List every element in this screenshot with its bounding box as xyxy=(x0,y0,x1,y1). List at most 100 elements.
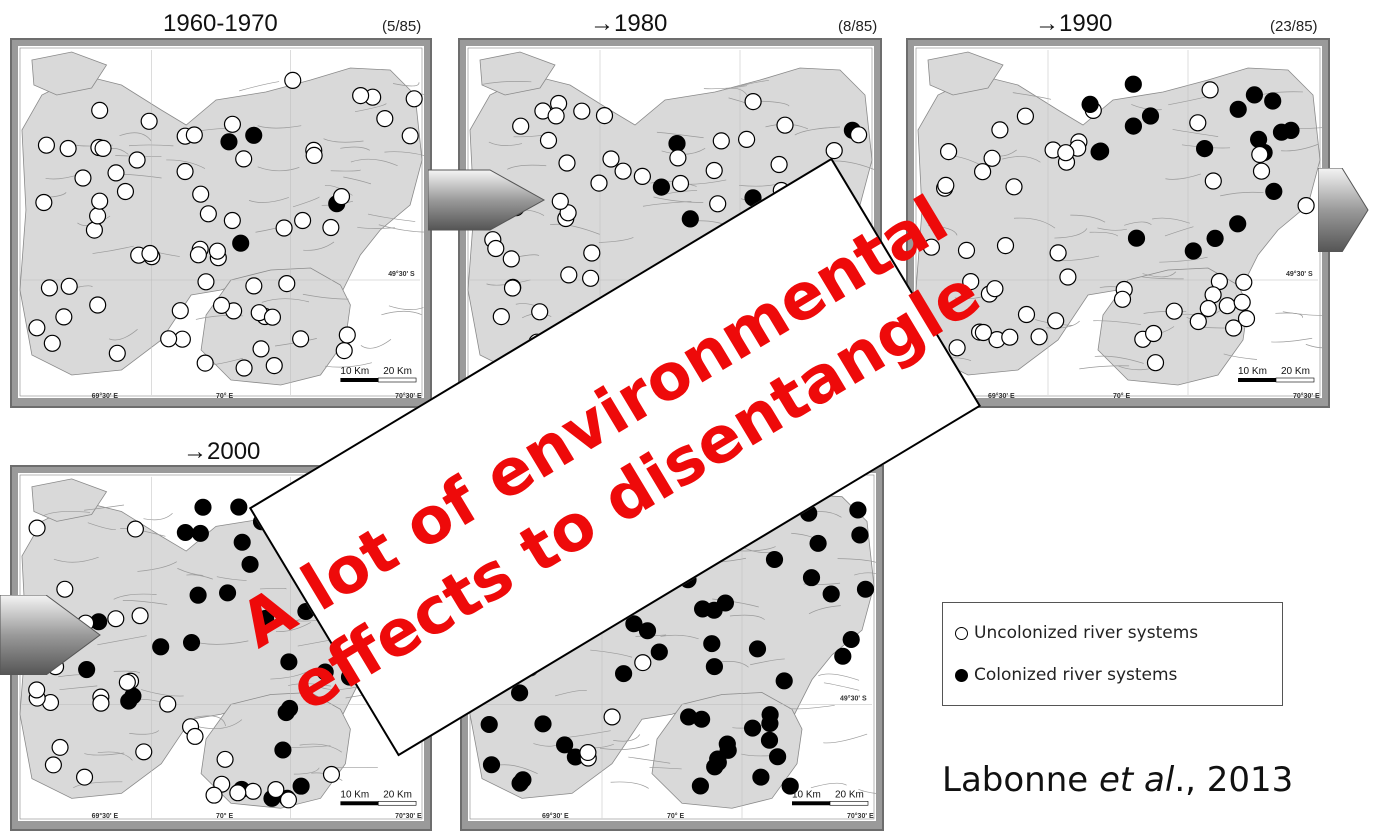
uncolonized-river-marker xyxy=(186,727,204,745)
uncolonized-river-marker xyxy=(603,708,621,726)
uncolonized-river-marker xyxy=(199,205,217,223)
svg-text:49°30' S: 49°30' S xyxy=(840,694,867,702)
uncolonized-river-marker xyxy=(89,207,107,225)
uncolonized-river-marker xyxy=(176,162,194,181)
uncolonized-river-marker xyxy=(502,250,520,268)
legend-label: Colonized river systems xyxy=(974,665,1178,685)
uncolonized-river-marker xyxy=(141,244,159,263)
uncolonized-river-marker xyxy=(37,136,55,154)
uncolonized-river-marker xyxy=(1165,302,1183,320)
colonized-river-marker xyxy=(834,647,852,665)
uncolonized-river-marker xyxy=(135,743,153,761)
uncolonized-river-marker xyxy=(503,279,522,297)
uncolonized-river-marker xyxy=(986,280,1004,298)
uncolonized-river-marker xyxy=(223,115,242,133)
uncolonized-river-marker xyxy=(43,334,61,352)
colonized-river-marker xyxy=(182,634,201,652)
uncolonized-river-marker xyxy=(558,154,576,172)
uncolonized-river-marker xyxy=(1059,268,1077,286)
svg-text:10 Km: 10 Km xyxy=(340,366,369,377)
uncolonized-river-marker xyxy=(1251,145,1269,164)
uncolonized-river-marker xyxy=(825,141,843,160)
panel-title: →1980 xyxy=(590,10,668,37)
uncolonized-river-marker xyxy=(56,580,74,598)
colonized-river-marker xyxy=(809,534,827,552)
colonized-river-marker xyxy=(1229,215,1247,233)
uncolonized-river-marker xyxy=(107,610,125,628)
colonized-river-marker xyxy=(625,615,643,633)
panel-title: →1990 xyxy=(1035,10,1113,37)
uncolonized-river-marker xyxy=(1218,297,1236,315)
colonized-river-marker xyxy=(1206,229,1224,247)
colonized-river-marker xyxy=(191,524,209,542)
uncolonized-river-marker xyxy=(235,359,253,377)
arrow-right-icon xyxy=(428,169,546,231)
uncolonized-river-marker xyxy=(957,241,976,259)
colonized-river-marker xyxy=(233,533,251,551)
uncolonized-river-marker xyxy=(118,673,136,691)
colonized-river-marker xyxy=(1250,130,1268,149)
uncolonized-river-marker xyxy=(89,296,107,314)
colonized-river-marker xyxy=(706,758,724,776)
colonized-river-marker xyxy=(760,731,779,749)
uncolonized-river-marker xyxy=(1049,244,1067,262)
uncolonized-river-marker xyxy=(633,167,651,185)
colonized-river-marker xyxy=(765,550,784,568)
uncolonized-river-marker xyxy=(223,211,241,230)
uncolonized-river-marker xyxy=(91,101,109,120)
colonized-river-marker xyxy=(744,719,762,737)
colonized-river-marker xyxy=(482,756,501,774)
uncolonized-river-marker xyxy=(405,90,423,108)
uncolonized-river-marker xyxy=(245,277,263,295)
uncolonized-river-marker xyxy=(1189,312,1207,331)
uncolonized-river-marker xyxy=(74,169,92,187)
uncolonized-river-marker xyxy=(171,302,189,320)
uncolonized-river-marker xyxy=(582,269,600,287)
uncolonized-river-marker xyxy=(235,150,253,168)
uncolonized-river-marker xyxy=(776,116,794,134)
svg-text:69°30' E: 69°30' E xyxy=(542,812,569,820)
colonized-river-marker xyxy=(681,210,699,228)
svg-text:69°30' E: 69°30' E xyxy=(92,812,119,820)
svg-text:69°30' E: 69°30' E xyxy=(988,392,1015,400)
uncolonized-river-marker xyxy=(1233,293,1251,311)
filled-circle-icon xyxy=(955,668,968,682)
uncolonized-river-marker xyxy=(252,340,270,358)
colonized-river-marker xyxy=(241,555,259,573)
panel-count: (5/85) xyxy=(382,18,422,35)
uncolonized-river-marker xyxy=(59,139,77,158)
uncolonized-river-marker xyxy=(579,744,597,762)
colonized-river-marker xyxy=(220,133,238,151)
uncolonized-river-marker xyxy=(55,308,73,326)
uncolonized-river-marker xyxy=(1146,354,1165,372)
uncolonized-river-marker xyxy=(744,92,762,111)
uncolonized-river-marker xyxy=(551,192,569,210)
svg-text:10 Km: 10 Km xyxy=(1238,366,1267,377)
uncolonized-river-marker xyxy=(75,768,94,786)
uncolonized-river-marker xyxy=(28,319,46,337)
uncolonized-river-marker xyxy=(275,219,293,237)
colonized-river-marker xyxy=(650,643,668,661)
panel-title: →2000 xyxy=(183,438,261,465)
uncolonized-river-marker xyxy=(352,86,370,105)
uncolonized-river-marker xyxy=(671,174,690,193)
uncolonized-river-marker xyxy=(322,765,341,783)
colonized-river-marker xyxy=(705,601,723,619)
colonized-river-marker xyxy=(842,630,860,648)
colonized-river-marker xyxy=(1264,92,1282,110)
colonized-river-marker xyxy=(274,741,292,759)
colonized-river-marker xyxy=(189,586,207,604)
uncolonized-river-marker xyxy=(128,151,146,169)
uncolonized-river-marker xyxy=(1201,81,1219,99)
uncolonized-river-marker xyxy=(60,277,78,295)
uncolonized-river-marker xyxy=(492,308,510,326)
colonized-river-marker xyxy=(769,748,787,766)
uncolonized-river-marker xyxy=(305,146,323,165)
uncolonized-river-marker xyxy=(583,244,601,262)
colonized-river-marker xyxy=(668,134,686,153)
svg-text:20 Km: 20 Km xyxy=(383,366,412,377)
colonized-river-marker xyxy=(1229,100,1247,118)
svg-text:70° E: 70° E xyxy=(216,392,233,400)
uncolonized-river-marker xyxy=(108,344,126,362)
colonized-river-marker xyxy=(176,523,194,541)
